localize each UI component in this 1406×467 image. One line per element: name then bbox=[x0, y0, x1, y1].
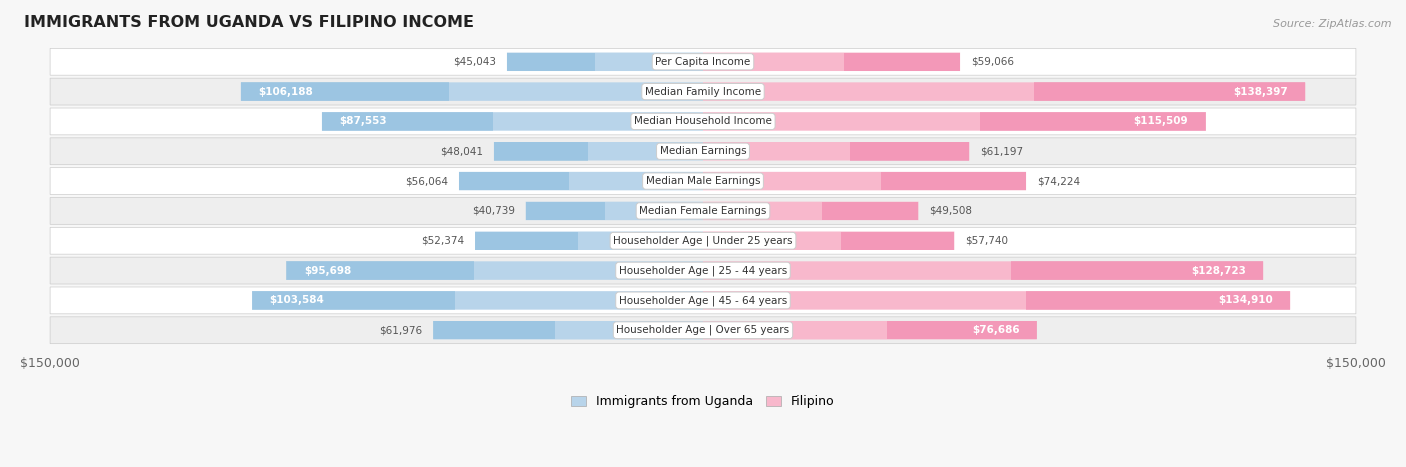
FancyBboxPatch shape bbox=[51, 257, 1355, 284]
FancyBboxPatch shape bbox=[845, 52, 960, 71]
FancyBboxPatch shape bbox=[240, 82, 449, 101]
FancyBboxPatch shape bbox=[475, 232, 578, 250]
FancyBboxPatch shape bbox=[494, 142, 588, 161]
FancyBboxPatch shape bbox=[322, 112, 703, 131]
Text: Per Capita Income: Per Capita Income bbox=[655, 57, 751, 67]
Text: $57,740: $57,740 bbox=[965, 236, 1008, 246]
Text: $134,910: $134,910 bbox=[1218, 296, 1272, 305]
FancyBboxPatch shape bbox=[51, 287, 1355, 314]
FancyBboxPatch shape bbox=[494, 142, 703, 161]
FancyBboxPatch shape bbox=[980, 112, 1206, 131]
Text: $128,723: $128,723 bbox=[1191, 266, 1246, 276]
Text: IMMIGRANTS FROM UGANDA VS FILIPINO INCOME: IMMIGRANTS FROM UGANDA VS FILIPINO INCOM… bbox=[24, 15, 474, 30]
FancyBboxPatch shape bbox=[51, 317, 1355, 344]
FancyBboxPatch shape bbox=[887, 321, 1036, 340]
FancyBboxPatch shape bbox=[252, 291, 703, 310]
Text: Householder Age | Over 65 years: Householder Age | Over 65 years bbox=[616, 325, 790, 335]
Text: Source: ZipAtlas.com: Source: ZipAtlas.com bbox=[1274, 19, 1392, 28]
Text: $95,698: $95,698 bbox=[304, 266, 352, 276]
Text: $40,739: $40,739 bbox=[472, 206, 515, 216]
FancyBboxPatch shape bbox=[703, 232, 955, 250]
FancyBboxPatch shape bbox=[821, 202, 918, 220]
Legend: Immigrants from Uganda, Filipino: Immigrants from Uganda, Filipino bbox=[567, 390, 839, 413]
FancyBboxPatch shape bbox=[703, 52, 960, 71]
FancyBboxPatch shape bbox=[703, 262, 1263, 280]
Text: Median Female Earnings: Median Female Earnings bbox=[640, 206, 766, 216]
FancyBboxPatch shape bbox=[51, 49, 1355, 75]
Text: Householder Age | 25 - 44 years: Householder Age | 25 - 44 years bbox=[619, 265, 787, 276]
Text: $115,509: $115,509 bbox=[1133, 116, 1188, 127]
Text: $76,686: $76,686 bbox=[972, 325, 1019, 335]
FancyBboxPatch shape bbox=[703, 112, 1206, 131]
FancyBboxPatch shape bbox=[475, 232, 703, 250]
FancyBboxPatch shape bbox=[287, 262, 474, 280]
Text: $138,397: $138,397 bbox=[1233, 86, 1288, 97]
Text: Median Household Income: Median Household Income bbox=[634, 116, 772, 127]
Text: $45,043: $45,043 bbox=[453, 57, 496, 67]
FancyBboxPatch shape bbox=[880, 172, 1026, 191]
Text: Median Family Income: Median Family Income bbox=[645, 86, 761, 97]
FancyBboxPatch shape bbox=[703, 202, 918, 220]
FancyBboxPatch shape bbox=[51, 168, 1355, 195]
FancyBboxPatch shape bbox=[287, 262, 703, 280]
FancyBboxPatch shape bbox=[252, 291, 456, 310]
FancyBboxPatch shape bbox=[433, 321, 703, 340]
Text: $74,224: $74,224 bbox=[1038, 176, 1080, 186]
FancyBboxPatch shape bbox=[703, 291, 1291, 310]
Text: $61,197: $61,197 bbox=[980, 146, 1024, 156]
FancyBboxPatch shape bbox=[1011, 262, 1263, 280]
Text: $87,553: $87,553 bbox=[339, 116, 387, 127]
FancyBboxPatch shape bbox=[703, 142, 969, 161]
Text: $49,508: $49,508 bbox=[929, 206, 973, 216]
FancyBboxPatch shape bbox=[526, 202, 703, 220]
Text: Householder Age | 45 - 64 years: Householder Age | 45 - 64 years bbox=[619, 295, 787, 306]
FancyBboxPatch shape bbox=[51, 78, 1355, 105]
Text: $61,976: $61,976 bbox=[380, 325, 422, 335]
Text: $106,188: $106,188 bbox=[259, 86, 314, 97]
FancyBboxPatch shape bbox=[240, 82, 703, 101]
FancyBboxPatch shape bbox=[51, 198, 1355, 224]
FancyBboxPatch shape bbox=[433, 321, 554, 340]
Text: Median Male Earnings: Median Male Earnings bbox=[645, 176, 761, 186]
FancyBboxPatch shape bbox=[322, 112, 494, 131]
FancyBboxPatch shape bbox=[51, 227, 1355, 254]
FancyBboxPatch shape bbox=[508, 52, 703, 71]
FancyBboxPatch shape bbox=[703, 172, 1026, 191]
FancyBboxPatch shape bbox=[458, 172, 569, 191]
FancyBboxPatch shape bbox=[51, 108, 1355, 135]
Text: $59,066: $59,066 bbox=[972, 57, 1014, 67]
FancyBboxPatch shape bbox=[51, 138, 1355, 165]
FancyBboxPatch shape bbox=[1035, 82, 1305, 101]
Text: $56,064: $56,064 bbox=[405, 176, 449, 186]
FancyBboxPatch shape bbox=[703, 82, 1305, 101]
Text: Householder Age | Under 25 years: Householder Age | Under 25 years bbox=[613, 235, 793, 246]
FancyBboxPatch shape bbox=[841, 232, 955, 250]
Text: Median Earnings: Median Earnings bbox=[659, 146, 747, 156]
FancyBboxPatch shape bbox=[508, 52, 595, 71]
Text: $52,374: $52,374 bbox=[420, 236, 464, 246]
FancyBboxPatch shape bbox=[1026, 291, 1291, 310]
FancyBboxPatch shape bbox=[526, 202, 606, 220]
FancyBboxPatch shape bbox=[458, 172, 703, 191]
FancyBboxPatch shape bbox=[703, 321, 1036, 340]
Text: $103,584: $103,584 bbox=[270, 296, 325, 305]
Text: $48,041: $48,041 bbox=[440, 146, 484, 156]
FancyBboxPatch shape bbox=[849, 142, 969, 161]
